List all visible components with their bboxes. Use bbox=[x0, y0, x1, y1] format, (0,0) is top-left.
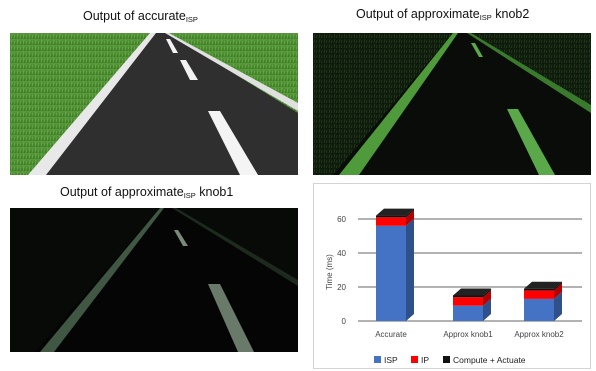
legend-item-1: IP bbox=[411, 355, 429, 365]
road-image-approx-knob2 bbox=[313, 33, 591, 175]
x-tick-0: Accurate bbox=[375, 330, 407, 339]
bar-2-1 bbox=[524, 283, 562, 299]
chart-svg: 0 20 40 60 Accurate Approx knob1 Approx knob2… bbox=[325, 208, 582, 365]
y-tick-60: 60 bbox=[337, 215, 346, 224]
svg-text:IP: IP bbox=[421, 355, 429, 365]
bar-1-2 bbox=[453, 288, 491, 298]
legend-item-0: ISP bbox=[374, 355, 398, 365]
bar-1-0 bbox=[453, 298, 491, 321]
caption-accurate: Output of accurateISP bbox=[83, 9, 198, 24]
legend-item-2: Compute + Actuate bbox=[443, 355, 526, 365]
bar-2-0 bbox=[524, 291, 562, 321]
road-image-approx-knob1 bbox=[10, 208, 298, 352]
y-tick-0: 0 bbox=[342, 317, 347, 326]
svg-text:Compute + Actuate: Compute + Actuate bbox=[453, 355, 526, 365]
bar-0-0 bbox=[376, 218, 414, 321]
y-tick-20: 20 bbox=[337, 283, 346, 292]
x-tick-2: Approx knob2 bbox=[514, 330, 564, 339]
bar-0-1 bbox=[376, 210, 414, 226]
bar-top-2 bbox=[524, 281, 562, 289]
bar-top-1 bbox=[453, 288, 491, 296]
y-axis-label: Time (ms) bbox=[325, 254, 334, 290]
bar-2-2 bbox=[524, 281, 562, 291]
timing-chart: 0 20 40 60 Accurate Approx knob1 Approx knob2… bbox=[313, 183, 591, 369]
bar-1-1 bbox=[453, 290, 491, 306]
road-image-accurate bbox=[10, 33, 298, 175]
svg-text:ISP: ISP bbox=[384, 355, 398, 365]
caption-approx-knob2: Output of approximateISP knob2 bbox=[356, 7, 530, 22]
y-tick-40: 40 bbox=[337, 249, 346, 258]
caption-approx-knob1: Output of approximateISP knob1 bbox=[60, 185, 234, 200]
bar-0-2 bbox=[376, 208, 414, 218]
bar-top-0 bbox=[376, 208, 414, 216]
x-tick-1: Approx knob1 bbox=[443, 330, 493, 339]
